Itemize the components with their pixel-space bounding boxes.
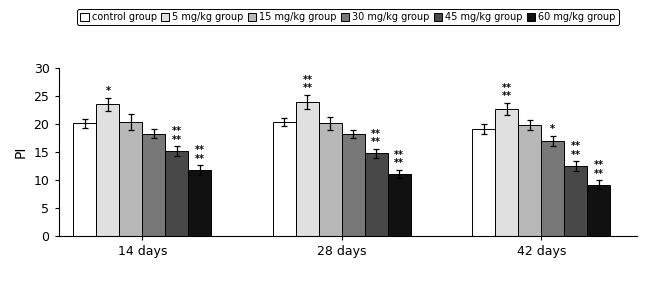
Text: **: ** bbox=[502, 91, 512, 101]
Bar bbox=[96, 105, 120, 236]
Bar bbox=[473, 129, 495, 236]
Bar bbox=[73, 124, 96, 236]
Bar bbox=[188, 170, 211, 236]
Text: **: ** bbox=[172, 126, 182, 136]
Bar bbox=[165, 151, 188, 236]
Bar bbox=[318, 124, 342, 236]
Bar bbox=[273, 122, 296, 236]
Text: **: ** bbox=[593, 160, 604, 170]
Bar bbox=[564, 166, 587, 236]
Text: **: ** bbox=[571, 150, 580, 160]
Text: **: ** bbox=[172, 135, 182, 145]
Bar bbox=[518, 125, 541, 236]
Bar bbox=[296, 102, 319, 236]
Text: *: * bbox=[550, 124, 555, 134]
Text: **: ** bbox=[194, 154, 205, 164]
Text: **: ** bbox=[194, 145, 205, 155]
Bar bbox=[387, 174, 411, 236]
Legend: control group, 5 mg/kg group, 15 mg/kg group, 30 mg/kg group, 45 mg/kg group, 60: control group, 5 mg/kg group, 15 mg/kg g… bbox=[77, 9, 619, 25]
Bar bbox=[587, 185, 610, 236]
Text: **: ** bbox=[371, 129, 381, 139]
Text: **: ** bbox=[571, 141, 580, 151]
Bar bbox=[365, 153, 387, 236]
Text: **: ** bbox=[371, 137, 381, 147]
Bar bbox=[541, 141, 564, 236]
Text: **: ** bbox=[394, 158, 404, 168]
Bar bbox=[495, 109, 518, 236]
Bar bbox=[120, 122, 142, 236]
Y-axis label: PI: PI bbox=[14, 146, 28, 158]
Text: **: ** bbox=[502, 83, 512, 93]
Text: **: ** bbox=[593, 169, 604, 179]
Text: **: ** bbox=[302, 75, 313, 85]
Bar bbox=[342, 134, 365, 236]
Text: **: ** bbox=[394, 150, 404, 160]
Text: *: * bbox=[105, 86, 110, 96]
Bar bbox=[142, 133, 165, 236]
Text: **: ** bbox=[302, 83, 313, 93]
